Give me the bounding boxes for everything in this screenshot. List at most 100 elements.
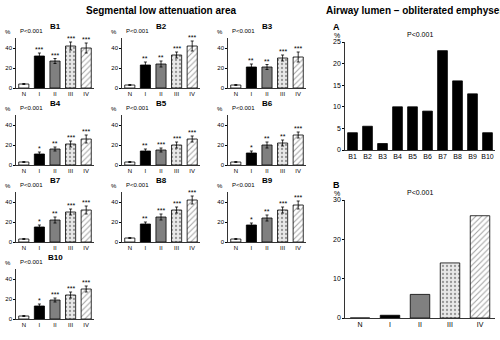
svg-text:%: %	[5, 106, 11, 112]
svg-text:B3: B3	[262, 22, 273, 31]
svg-text:III: III	[280, 168, 285, 174]
svg-text:III: III	[280, 91, 285, 97]
svg-text:%: %	[334, 32, 340, 39]
svg-text:B9: B9	[262, 176, 273, 185]
svg-text:B7: B7	[50, 176, 61, 185]
svg-text:20: 20	[111, 219, 118, 225]
svg-text:0: 0	[221, 85, 225, 91]
svg-text:I: I	[389, 321, 391, 328]
svg-text:I: I	[145, 168, 147, 174]
svg-text:IV: IV	[477, 321, 484, 328]
svg-text:25: 25	[333, 38, 341, 45]
svg-text:40: 40	[111, 199, 118, 205]
svg-text:IV: IV	[83, 245, 89, 251]
svg-text:B1: B1	[348, 153, 357, 160]
svg-text:II: II	[53, 168, 57, 174]
svg-text:N: N	[22, 168, 26, 174]
svg-text:P<0.001: P<0.001	[232, 28, 255, 34]
svg-text:IV: IV	[295, 168, 301, 174]
svg-text:***: ***	[188, 189, 196, 196]
svg-text:40: 40	[217, 199, 224, 205]
svg-text:***: ***	[67, 202, 75, 209]
svg-text:I: I	[251, 245, 253, 251]
svg-text:B4: B4	[50, 99, 61, 108]
svg-text:***: ***	[35, 46, 43, 53]
svg-text:IV: IV	[83, 168, 89, 174]
svg-text:N: N	[357, 321, 362, 328]
svg-text:%: %	[111, 183, 117, 189]
svg-text:A: A	[333, 22, 340, 32]
svg-text:%: %	[334, 190, 340, 197]
svg-text:*: *	[38, 297, 41, 304]
svg-text:30: 30	[333, 196, 341, 203]
svg-text:0: 0	[221, 162, 225, 168]
svg-text:***: ***	[188, 34, 196, 41]
svg-text:***: ***	[173, 200, 181, 207]
svg-text:40: 40	[217, 122, 224, 128]
svg-text:IV: IV	[189, 91, 195, 97]
svg-text:40: 40	[5, 122, 12, 128]
svg-text:II: II	[53, 245, 57, 251]
svg-text:***: ***	[51, 291, 59, 298]
svg-text:N: N	[234, 91, 238, 97]
svg-text:B10: B10	[48, 253, 63, 262]
svg-text:IV: IV	[295, 245, 301, 251]
svg-text:P<0.001: P<0.001	[20, 105, 43, 111]
svg-text:B7: B7	[438, 153, 447, 160]
svg-text:10: 10	[333, 275, 341, 282]
svg-text:40: 40	[5, 45, 12, 51]
svg-text:40: 40	[5, 276, 12, 282]
svg-text:II: II	[265, 91, 269, 97]
svg-text:II: II	[159, 168, 163, 174]
svg-text:0: 0	[9, 162, 13, 168]
svg-text:N: N	[128, 245, 132, 251]
svg-text:%: %	[217, 183, 223, 189]
svg-text:**: **	[142, 55, 148, 62]
svg-text:0: 0	[115, 85, 119, 91]
svg-text:B2: B2	[156, 22, 167, 31]
svg-text:*: *	[38, 218, 41, 225]
svg-text:40: 40	[111, 122, 118, 128]
svg-text:B2: B2	[363, 153, 372, 160]
svg-text:***: ***	[173, 135, 181, 142]
svg-text:B10: B10	[481, 153, 494, 160]
svg-text:*: *	[38, 145, 41, 152]
svg-text:***: ***	[279, 48, 287, 55]
svg-text:Segmental low attenuation area: Segmental low attenuation area	[86, 5, 236, 16]
svg-text:N: N	[234, 168, 238, 174]
svg-text:***: ***	[157, 141, 165, 148]
svg-text:***: ***	[173, 45, 181, 52]
svg-text:B8: B8	[453, 153, 462, 160]
svg-text:***: ***	[82, 279, 90, 286]
svg-text:0: 0	[337, 314, 341, 321]
svg-text:***: ***	[82, 199, 90, 206]
svg-text:B: B	[333, 180, 340, 190]
svg-text:N: N	[22, 245, 26, 251]
svg-text:20: 20	[333, 60, 341, 67]
svg-text:***: ***	[82, 36, 90, 43]
svg-text:20: 20	[217, 219, 224, 225]
svg-text:II: II	[159, 91, 163, 97]
svg-text:II: II	[53, 322, 57, 328]
svg-text:%: %	[217, 106, 223, 112]
svg-text:III: III	[280, 245, 285, 251]
svg-text:%: %	[5, 29, 11, 35]
svg-text:***: ***	[67, 134, 75, 141]
svg-text:***: ***	[67, 35, 75, 42]
svg-text:**: **	[52, 140, 58, 147]
svg-text:III: III	[174, 245, 179, 251]
svg-text:III: III	[174, 168, 179, 174]
svg-text:I: I	[39, 91, 41, 97]
svg-text:B1: B1	[50, 22, 61, 31]
svg-text:***: ***	[294, 45, 302, 52]
svg-text:IV: IV	[189, 168, 195, 174]
svg-text:20: 20	[5, 65, 12, 71]
svg-text:***: ***	[294, 194, 302, 201]
svg-text:***: ***	[51, 52, 59, 59]
svg-text:**: **	[142, 215, 148, 222]
svg-text:N: N	[128, 91, 132, 97]
svg-text:%: %	[111, 29, 117, 35]
svg-text:20: 20	[5, 219, 12, 225]
svg-text:**: **	[158, 54, 164, 61]
svg-text:III: III	[447, 321, 453, 328]
